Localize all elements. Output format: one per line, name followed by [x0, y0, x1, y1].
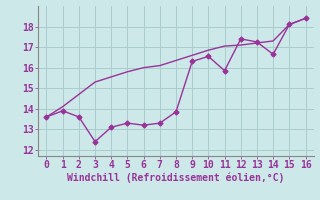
X-axis label: Windchill (Refroidissement éolien,°C): Windchill (Refroidissement éolien,°C) — [67, 173, 285, 183]
